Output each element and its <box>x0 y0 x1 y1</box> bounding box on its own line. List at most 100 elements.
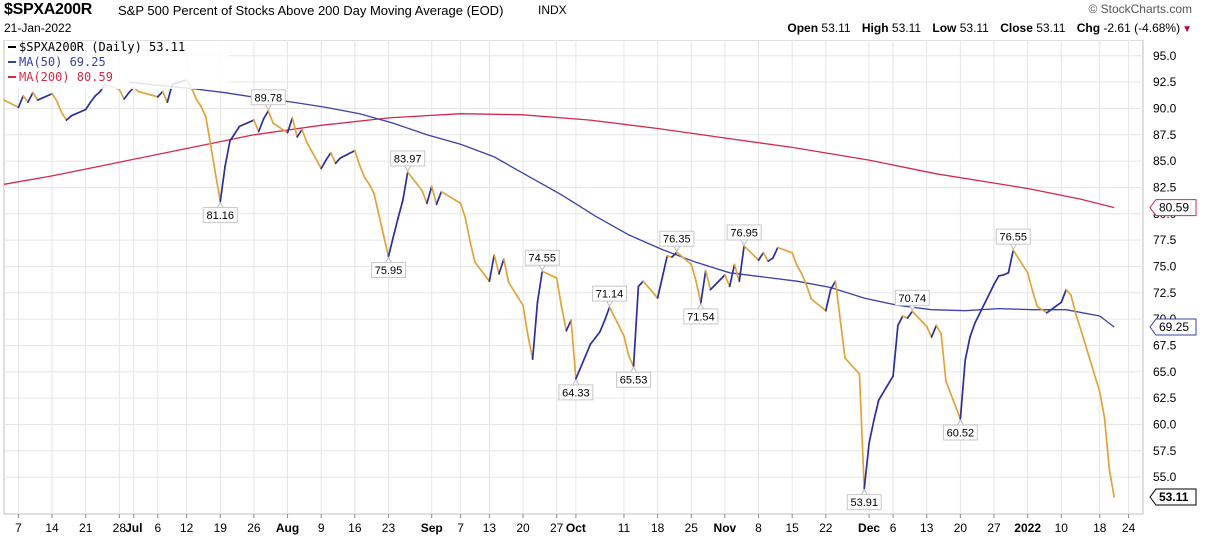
price-segment <box>229 132 236 142</box>
y-tick-label: 85.0 <box>1153 154 1177 168</box>
price-segment <box>642 280 659 299</box>
annotation-label: 71.54 <box>687 311 715 323</box>
x-tick-label: 25 <box>685 521 699 535</box>
annotation-box <box>202 207 238 224</box>
high-value: 53.11 <box>891 21 922 35</box>
price-segment <box>1012 249 1029 274</box>
annotation-label: 76.95 <box>730 227 758 239</box>
price-segment <box>31 91 39 101</box>
price-segment <box>623 335 630 357</box>
price-segment <box>272 122 289 134</box>
price-segment <box>541 270 558 279</box>
annotation-box <box>683 308 719 325</box>
price-segment <box>474 261 491 283</box>
price-segment <box>1103 417 1111 471</box>
close-value: 53.11 <box>1036 21 1066 35</box>
price-segment <box>824 288 832 312</box>
price-segment <box>526 334 534 361</box>
x-tick-label: 20 <box>954 521 968 535</box>
price-segment <box>1046 301 1063 314</box>
open-value: 53.11 <box>821 21 851 35</box>
annotation-label: 76.55 <box>999 232 1027 244</box>
price-segment <box>964 336 971 362</box>
value-marker-label: 53.11 <box>1159 490 1189 504</box>
annotation-label: 70.74 <box>899 293 927 305</box>
x-tick-label: 13 <box>483 521 497 535</box>
price-segment <box>695 280 702 304</box>
price-segment <box>118 88 125 100</box>
price-segment <box>464 217 472 244</box>
price-segment <box>935 324 943 335</box>
price-segment <box>522 304 529 336</box>
annotation-label: 60.52 <box>947 427 975 439</box>
price-segment <box>1031 289 1039 308</box>
price-segment <box>190 86 198 100</box>
y-tick-label: 90.0 <box>1153 101 1177 115</box>
price-segment <box>3 99 20 109</box>
price-segment <box>27 91 34 103</box>
annotation-pointer <box>908 305 916 312</box>
price-segment <box>440 190 462 205</box>
price-segment <box>238 119 255 128</box>
price-segment <box>305 141 323 170</box>
annotation-box <box>995 228 1031 245</box>
ma50-line <box>128 81 1115 328</box>
value-marker <box>1149 199 1197 217</box>
close-label: Close <box>1000 21 1033 35</box>
annotation-pointer <box>740 239 748 246</box>
x-tick-label: 14 <box>45 521 59 535</box>
x-tick-label: 6 <box>890 521 897 535</box>
annotation-box <box>846 494 882 511</box>
price-segment <box>406 171 423 192</box>
stockcharts-logo: © StockCharts.com <box>1088 2 1192 16</box>
annotation-pointer <box>572 378 580 386</box>
price-segment <box>675 251 693 266</box>
x-tick-label: 15 <box>785 521 799 535</box>
price-segment <box>700 269 707 304</box>
price-segment <box>51 92 58 102</box>
annotation-box <box>659 230 695 247</box>
price-segment <box>671 251 678 258</box>
x-tick-label: Dec <box>858 521 880 535</box>
y-tick-label: 87.5 <box>1153 128 1177 142</box>
price-segment <box>877 375 894 402</box>
price-segment <box>637 280 645 288</box>
annotation-label: 64.33 <box>562 387 590 399</box>
price-segment <box>334 157 342 165</box>
annotation-label: 76.35 <box>663 234 691 246</box>
value-marker <box>1149 488 1197 506</box>
low-label: Low <box>932 21 957 35</box>
plot-area: 95.092.590.087.585.082.580.077.575.072.5… <box>3 40 1197 535</box>
price-segment <box>488 254 496 283</box>
price-segment <box>320 159 327 170</box>
annotation-box <box>592 285 628 302</box>
price-segment <box>632 285 640 368</box>
annotation-label: 71.14 <box>596 289 624 301</box>
price-segment <box>911 310 928 328</box>
price-segment <box>743 245 760 261</box>
price-segment <box>772 246 779 259</box>
price-segment <box>1036 305 1043 311</box>
x-tick-label: 18 <box>1093 521 1107 535</box>
price-segment <box>1108 468 1116 498</box>
exchange-label: INDX <box>538 3 567 17</box>
x-tick-label: 7 <box>457 521 464 535</box>
price-segment <box>22 94 29 103</box>
low-value: 53.11 <box>959 21 989 35</box>
price-segment <box>661 255 669 278</box>
price-segment <box>901 315 909 319</box>
x-tick-label: 6 <box>154 521 161 535</box>
chart-header: $SPXA200R S&P 500 Percent of Stocks Abov… <box>0 0 1206 40</box>
price-chart[interactable]: 95.092.590.087.585.082.580.077.575.072.5… <box>0 40 1206 548</box>
price-segment <box>253 119 260 133</box>
price-segment <box>56 100 63 114</box>
price-segment <box>1065 288 1072 296</box>
price-segment <box>868 419 875 445</box>
y-tick-label: 57.5 <box>1153 444 1177 458</box>
annotation-box <box>370 261 406 278</box>
annotation-pointer <box>630 366 638 373</box>
annotation-box <box>250 89 286 106</box>
plot-frame <box>3 40 1144 515</box>
price-segment <box>267 109 274 125</box>
price-segment <box>195 98 202 108</box>
